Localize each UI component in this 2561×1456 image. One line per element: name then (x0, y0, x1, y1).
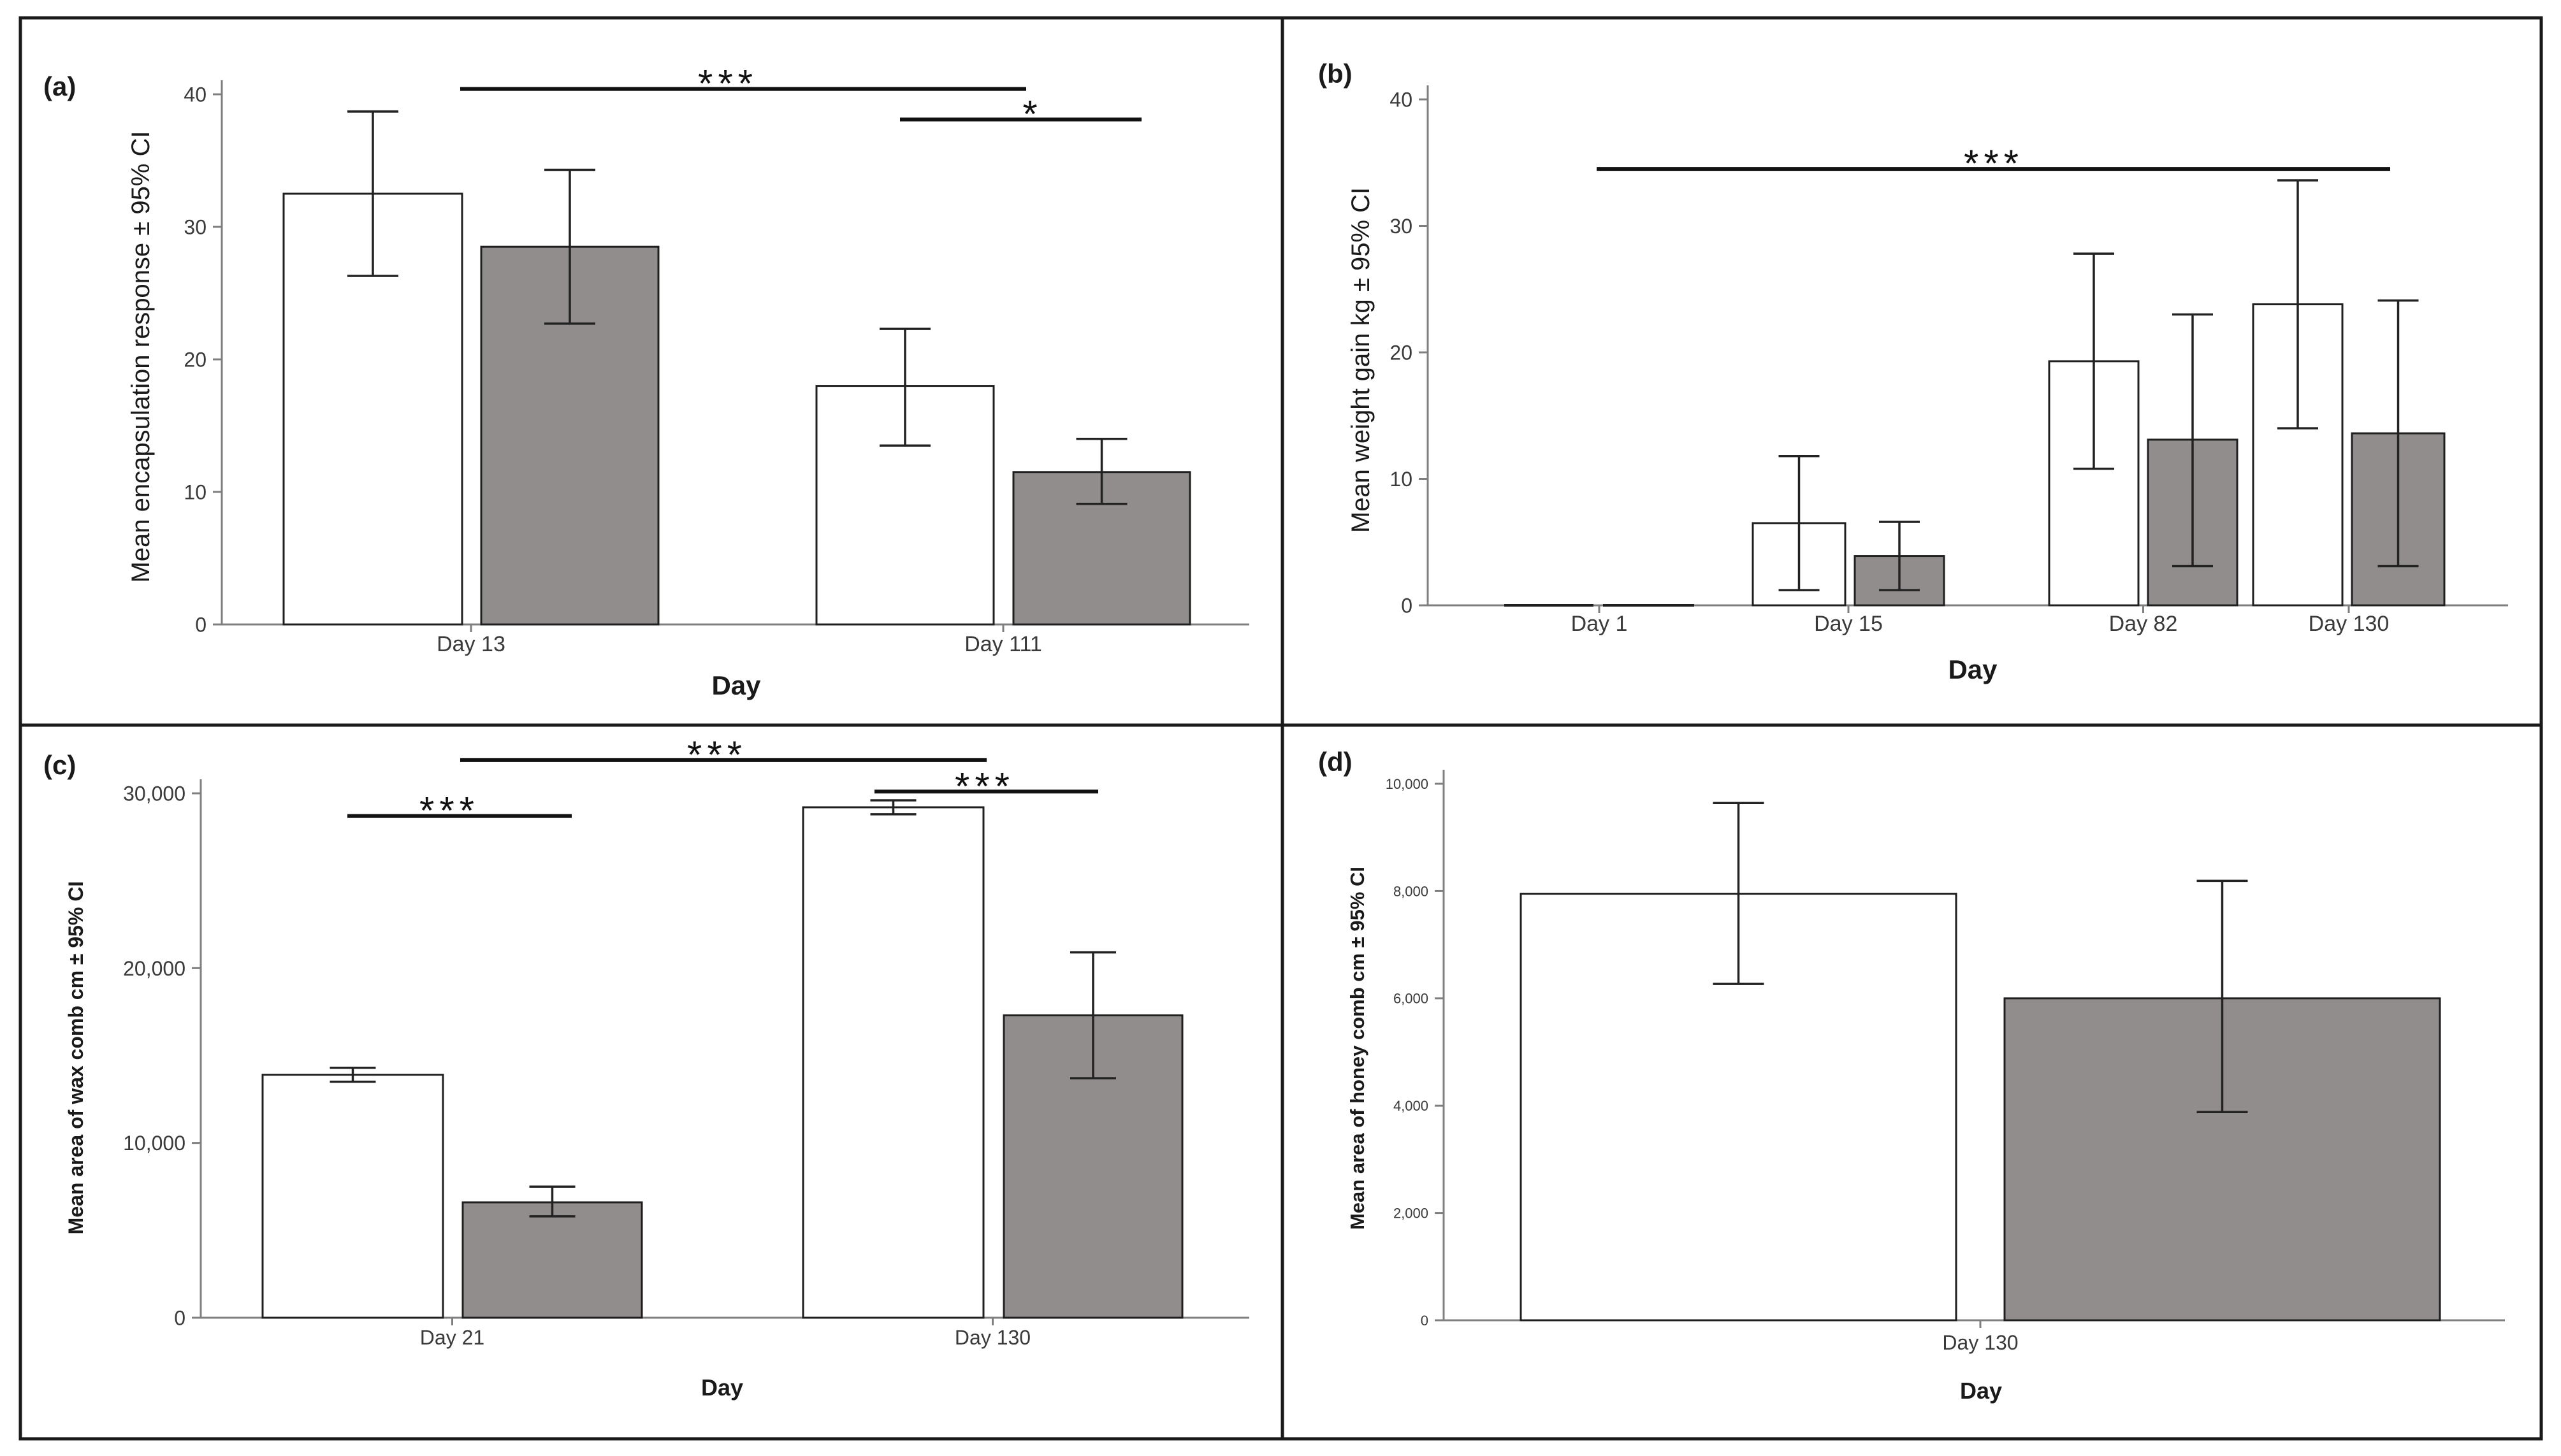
panel-b-label: (b) (1318, 59, 1353, 89)
panel-a-ytick-label: 30 (184, 216, 207, 239)
panel-a: (a) Mean encapsulation response ± 95% CI… (43, 62, 1249, 700)
panel-c-ytick-label: 20,000 (123, 957, 185, 980)
panel-a-category-label: Day 13 (437, 632, 505, 656)
panel-c-ytick-label: 0 (174, 1307, 185, 1330)
panel-a-label: (a) (43, 71, 76, 101)
panel-c-ytick-label: 10,000 (123, 1132, 185, 1155)
panel-c-ylabel: Mean area of wax comb cm ± 95% CI (64, 881, 87, 1235)
panel-d-ytick-label: 4,000 (1393, 1098, 1428, 1114)
panel-b-category-label: Day 82 (2109, 612, 2178, 636)
panel-c-significance-label: *** (955, 765, 1015, 807)
panel-b-xlabel: Day (1948, 654, 1998, 684)
panel-b-ytick-label: 20 (1389, 342, 1412, 364)
panel-c: (c) Mean area of wax comb cm ± 95% CI Da… (43, 733, 1249, 1401)
panel-a-ytick-label: 10 (184, 481, 207, 504)
panel-a-ylabel: Mean encapsulation response ± 95% CI (127, 131, 155, 582)
panel-d-ytick-label: 2,000 (1393, 1206, 1428, 1222)
panel-b-ylabel: Mean weight gain kg ± 95% CI (1347, 187, 1375, 533)
panel-c-category-label: Day 130 (955, 1326, 1031, 1349)
panel-d: (d) Mean area of honey comb cm ± 95% CI … (1318, 747, 2505, 1404)
panel-b-ytick-label: 30 (1389, 215, 1412, 238)
panel-d-label: (d) (1318, 747, 1353, 777)
panel-a-category-label: Day 111 (964, 632, 1042, 656)
panel-b-ytick-label: 10 (1389, 468, 1412, 491)
panel-d-ytick-label: 10,000 (1386, 776, 1428, 792)
panel-c-significance-label: *** (687, 733, 747, 776)
panel-a-ytick-label: 40 (184, 83, 207, 106)
panel-a-ytick-label: 0 (195, 614, 207, 637)
panel-a-significance-label: * (1022, 93, 1042, 136)
panel-b-category-label: Day 1 (1571, 612, 1628, 636)
panel-a-ytick-label: 20 (184, 349, 207, 371)
panel-b-significance-label: *** (1964, 142, 2024, 185)
panel-d-bar-filled (2003, 997, 2441, 1322)
panel-c-bar-open (802, 806, 985, 1319)
panel-b-ytick-label: 0 (1401, 595, 1412, 617)
panel-c-label: (c) (43, 750, 76, 780)
panel-d-category-label: Day 130 (1942, 1331, 2018, 1354)
panel-d-ytick-label: 6,000 (1393, 991, 1428, 1007)
panel-c-category-label: Day 21 (420, 1326, 484, 1349)
panel-c-ytick-label: 30,000 (123, 782, 185, 805)
panel-d-ytick-label: 0 (1421, 1313, 1428, 1329)
panel-b-bar-open (2048, 360, 2140, 607)
panel-b-category-label: Day 15 (1814, 612, 1883, 636)
panel-c-significance-label: *** (419, 789, 479, 832)
panel-c-bar-open (261, 1074, 444, 1319)
panel-a-xlabel: Day (711, 670, 761, 700)
panel-b: (b) Mean weight gain kg ± 95% CI Day 0 10… (1318, 59, 2508, 684)
panel-b-ytick-label: 40 (1389, 89, 1412, 112)
panel-b-category-label: Day 130 (2309, 612, 2390, 636)
panel-c-xlabel: Day (701, 1374, 743, 1401)
panel-d-xlabel: Day (1960, 1378, 2002, 1404)
panel-d-ytick-label: 8,000 (1393, 883, 1428, 899)
panel-a-significance-label: *** (698, 62, 758, 105)
panel-d-ylabel: Mean area of honey comb cm ± 95% CI (1346, 867, 1368, 1230)
panel-c-bar-filled (461, 1201, 643, 1319)
